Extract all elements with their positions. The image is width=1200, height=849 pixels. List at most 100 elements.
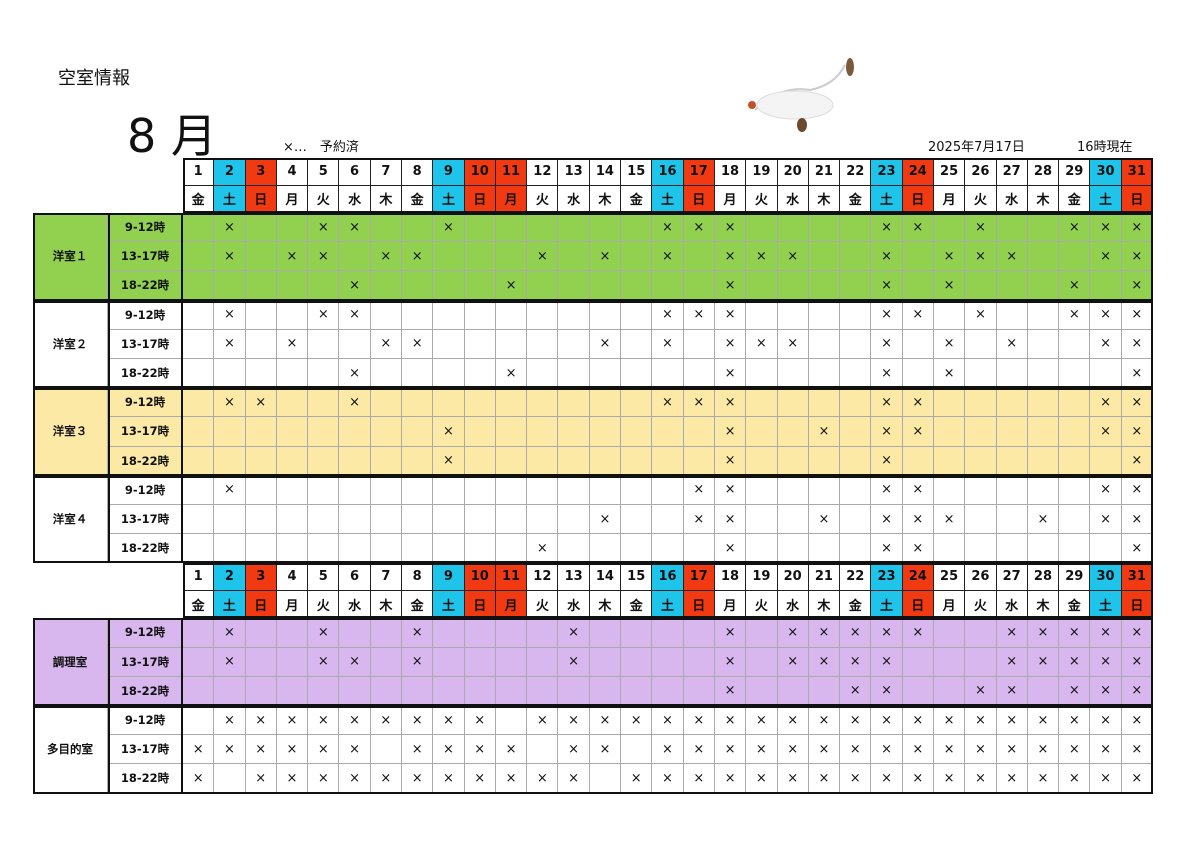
booking-cell: × bbox=[683, 735, 715, 765]
booking-cell bbox=[683, 618, 715, 648]
booking-cell bbox=[652, 271, 684, 301]
booking-cell bbox=[621, 300, 653, 330]
weekday: 日 bbox=[683, 590, 715, 619]
booking-cell: × bbox=[1121, 706, 1153, 736]
booking-cell bbox=[527, 647, 559, 677]
day-number: 2 bbox=[214, 158, 246, 186]
booking-cell bbox=[183, 388, 215, 418]
booking-cell bbox=[808, 388, 841, 418]
booking-cell bbox=[183, 329, 215, 359]
booking-cell: × bbox=[1090, 505, 1122, 535]
booking-cell: × bbox=[652, 764, 684, 794]
booking-cell bbox=[965, 271, 997, 301]
booking-cell bbox=[370, 735, 403, 765]
day-number: 27 bbox=[996, 158, 1028, 186]
booking-cell bbox=[808, 359, 841, 389]
booking-cell bbox=[527, 676, 559, 706]
booking-cell: × bbox=[1121, 300, 1153, 330]
booking-cell bbox=[621, 735, 653, 765]
booking-cell: × bbox=[996, 764, 1028, 794]
cat-illustration bbox=[748, 58, 854, 132]
booking-cell bbox=[402, 417, 434, 447]
booking-cell bbox=[996, 505, 1028, 535]
booking-cell: × bbox=[714, 329, 747, 359]
booking-cell bbox=[1027, 329, 1060, 359]
booking-cell: × bbox=[370, 764, 403, 794]
booking-cell bbox=[276, 271, 309, 301]
booking-cell bbox=[370, 676, 403, 706]
booking-cell bbox=[621, 475, 653, 505]
weekday: 水 bbox=[996, 590, 1028, 619]
day-number: 29 bbox=[1059, 158, 1091, 186]
booking-cell bbox=[527, 329, 559, 359]
day-number: 15 bbox=[621, 563, 653, 591]
booking-cell bbox=[183, 300, 215, 330]
booking-cell: × bbox=[777, 242, 809, 272]
day-number: 30 bbox=[1090, 158, 1122, 186]
booking-cell bbox=[902, 676, 934, 706]
booking-cell bbox=[589, 271, 622, 301]
day-number: 22 bbox=[840, 158, 872, 186]
booking-cell bbox=[433, 505, 465, 535]
booking-cell: × bbox=[433, 446, 465, 476]
booking-cell bbox=[652, 475, 684, 505]
weekday: 日 bbox=[902, 590, 934, 619]
booking-cell bbox=[746, 359, 778, 389]
booking-cell bbox=[276, 446, 309, 476]
booking-cell bbox=[996, 359, 1028, 389]
booking-cell bbox=[1027, 417, 1060, 447]
booking-cell bbox=[652, 618, 684, 648]
booking-cell bbox=[527, 388, 559, 418]
weekday: 水 bbox=[777, 185, 809, 213]
booking-cell bbox=[933, 213, 966, 243]
booking-cell: × bbox=[1121, 475, 1153, 505]
booking-cell: × bbox=[933, 271, 966, 301]
booking-cell bbox=[558, 242, 590, 272]
weekday: 木 bbox=[370, 590, 403, 619]
booking-cell bbox=[621, 242, 653, 272]
booking-cell bbox=[558, 475, 590, 505]
booking-cell bbox=[589, 764, 622, 794]
booking-cell: × bbox=[777, 764, 809, 794]
weekday: 月 bbox=[276, 185, 309, 213]
day-number: 13 bbox=[558, 158, 590, 186]
booking-cell bbox=[558, 329, 590, 359]
booking-cell bbox=[464, 647, 496, 677]
time-slot: 18-22時 bbox=[108, 534, 183, 564]
booking-cell: × bbox=[996, 618, 1028, 648]
booking-cell bbox=[683, 359, 715, 389]
weekday: 水 bbox=[777, 590, 809, 619]
booking-cell: × bbox=[308, 735, 340, 765]
booking-cell bbox=[245, 446, 277, 476]
booking-cell: × bbox=[495, 271, 528, 301]
booking-cell bbox=[527, 213, 559, 243]
booking-cell bbox=[214, 446, 246, 476]
booking-cell bbox=[464, 676, 496, 706]
booking-cell bbox=[183, 359, 215, 389]
booking-cell: × bbox=[589, 329, 622, 359]
booking-cell: × bbox=[996, 329, 1028, 359]
booking-cell bbox=[902, 329, 934, 359]
booking-cell: × bbox=[933, 359, 966, 389]
booking-cell: × bbox=[933, 242, 966, 272]
booking-cell bbox=[276, 475, 309, 505]
booking-cell bbox=[1027, 359, 1060, 389]
room-name: 洋室１ bbox=[33, 213, 108, 301]
day-number: 17 bbox=[683, 158, 715, 186]
weekday: 木 bbox=[808, 590, 841, 619]
booking-cell: × bbox=[339, 388, 371, 418]
booking-cell bbox=[433, 271, 465, 301]
booking-cell bbox=[1059, 417, 1091, 447]
booking-cell bbox=[558, 388, 590, 418]
booking-cell bbox=[183, 446, 215, 476]
booking-cell bbox=[276, 388, 309, 418]
booking-cell: × bbox=[714, 242, 747, 272]
booking-cell: × bbox=[308, 764, 340, 794]
booking-cell: × bbox=[1090, 300, 1122, 330]
weekday: 日 bbox=[245, 590, 277, 619]
booking-cell bbox=[1059, 388, 1091, 418]
booking-cell: × bbox=[902, 706, 934, 736]
booking-cell bbox=[370, 213, 403, 243]
booking-cell: × bbox=[808, 505, 841, 535]
booking-cell bbox=[652, 359, 684, 389]
